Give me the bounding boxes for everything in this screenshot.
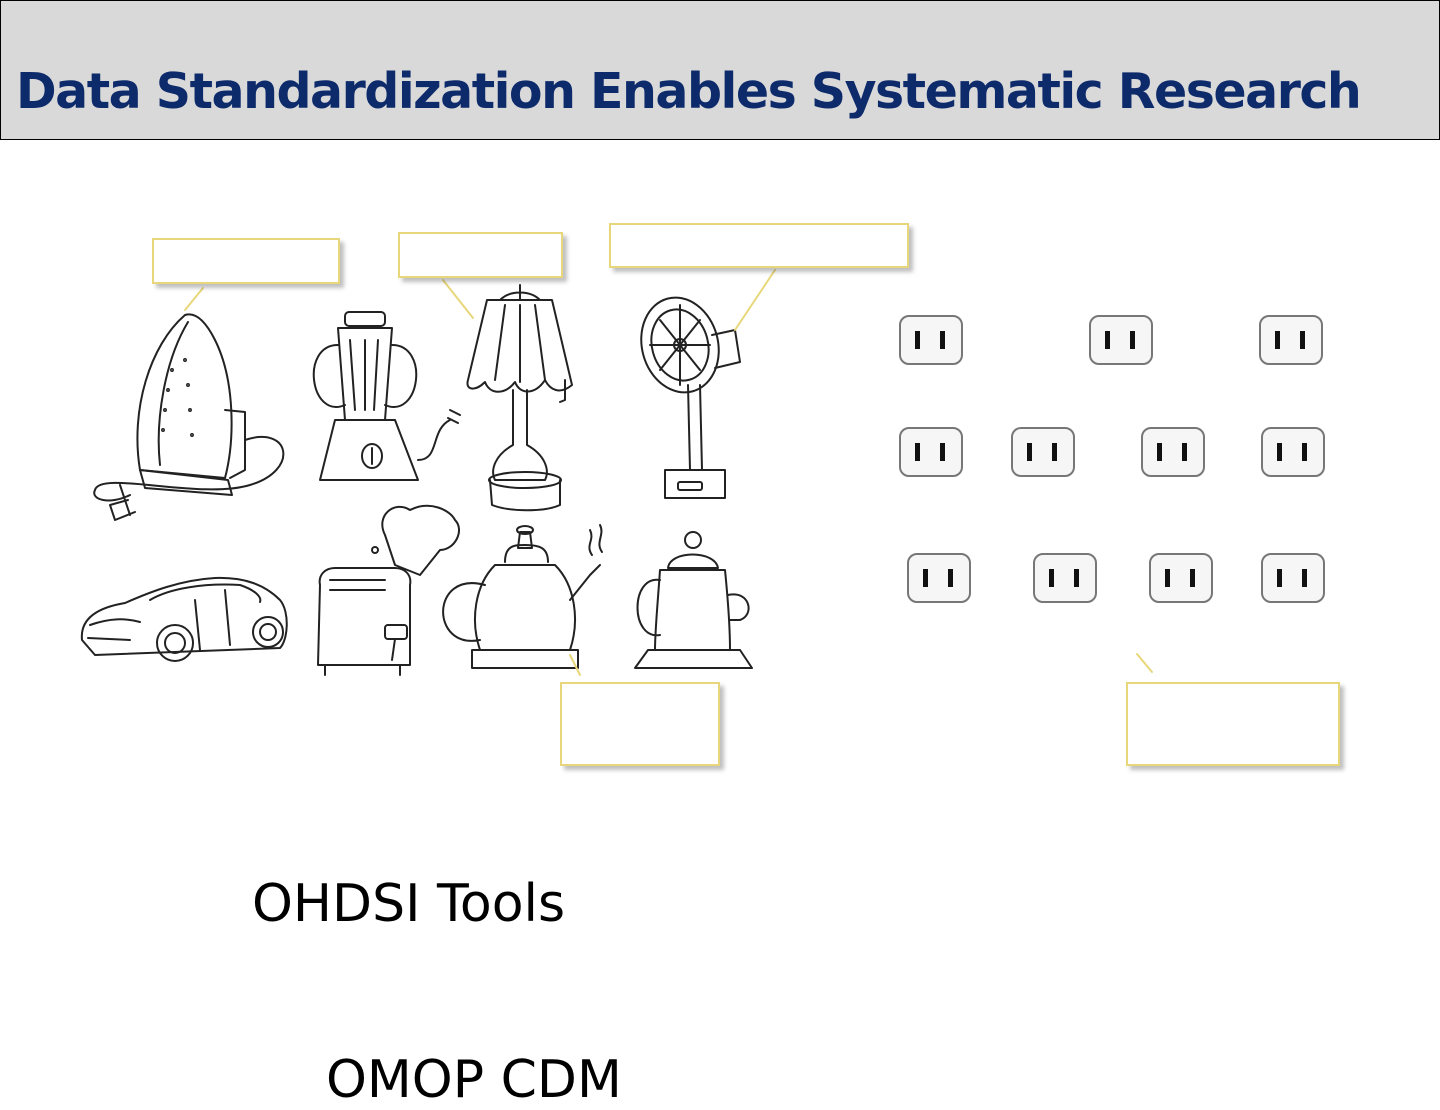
lamp-icon <box>466 284 573 512</box>
omop-cdm-label: OMOP CDM <box>326 1050 622 1110</box>
callout-box-outlets <box>1126 682 1340 766</box>
illustration-canvas <box>80 269 1325 676</box>
callout-box-iron <box>152 238 340 284</box>
kettle-icon <box>442 524 603 669</box>
ohdsi-tools-label: OHDSI Tools <box>252 874 566 934</box>
power-outlet-icon <box>907 553 971 603</box>
toaster-icon <box>317 504 460 676</box>
power-outlet-icon <box>1259 315 1323 365</box>
blender-icon <box>312 311 461 481</box>
outlet-grid <box>899 315 1325 603</box>
car-icon <box>80 576 288 662</box>
callout-box-kettle <box>560 682 720 766</box>
leader-lines <box>184 269 1153 676</box>
power-outlet-icon <box>1011 427 1075 477</box>
power-outlet-icon <box>899 315 963 365</box>
power-outlet-icon <box>1033 553 1097 603</box>
power-outlet-icon <box>1149 553 1213 603</box>
power-outlet-icon <box>1089 315 1153 365</box>
iron-icon <box>93 313 285 521</box>
callout-box-lamp <box>398 232 563 278</box>
power-outlet-icon <box>1261 427 1325 477</box>
power-outlet-icon <box>1141 427 1205 477</box>
coffee-pot-icon <box>634 531 753 669</box>
fan-icon <box>640 296 741 499</box>
power-outlet-icon <box>1261 553 1325 603</box>
power-outlet-icon <box>899 427 963 477</box>
callout-box-fan <box>609 223 909 268</box>
title-bar: Data Standardization Enables Systematic … <box>0 0 1440 140</box>
slide-title: Data Standardization Enables Systematic … <box>16 63 1362 120</box>
